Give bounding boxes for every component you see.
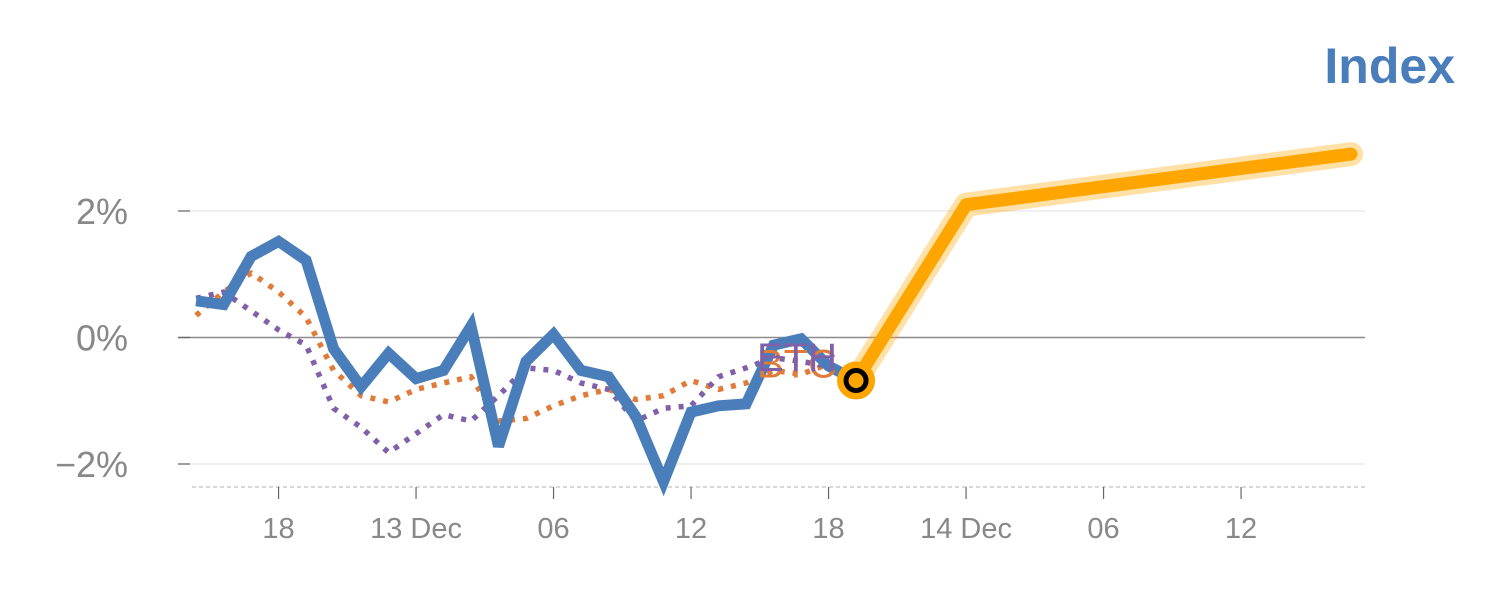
y-tick-label: −2% (55, 444, 128, 485)
y-axis: 2% 0% −2% (55, 191, 190, 485)
series-group (194, 142, 1363, 497)
x-tick-label: 12 (675, 513, 707, 545)
x-tick-label: 12 (1225, 513, 1257, 545)
y-tick-label: 0% (76, 318, 128, 359)
y-tick-label: 2% (76, 191, 128, 232)
x-tick-label: 06 (1087, 513, 1119, 545)
eth-line (195, 289, 858, 456)
x-tick-label: 06 (537, 513, 569, 545)
x-tick-label: 14 Dec (920, 513, 1012, 545)
index-line (195, 234, 859, 497)
x-tick-label: 18 (262, 513, 294, 545)
x-tick-label: 18 (812, 513, 844, 545)
current-marker (843, 368, 869, 394)
eth-end-label: ETH (757, 336, 837, 380)
forecast-line (849, 147, 1358, 387)
btc-line (194, 270, 858, 424)
grid (178, 210, 1365, 488)
x-tick-label: 13 Dec (370, 513, 462, 545)
chart-title: Index (1324, 38, 1455, 94)
x-axis: 18 13 Dec 06 12 18 14 Dec 06 12 (262, 487, 1257, 545)
btc-end-label: BTC (757, 343, 837, 387)
current-marker-ring (837, 361, 876, 400)
